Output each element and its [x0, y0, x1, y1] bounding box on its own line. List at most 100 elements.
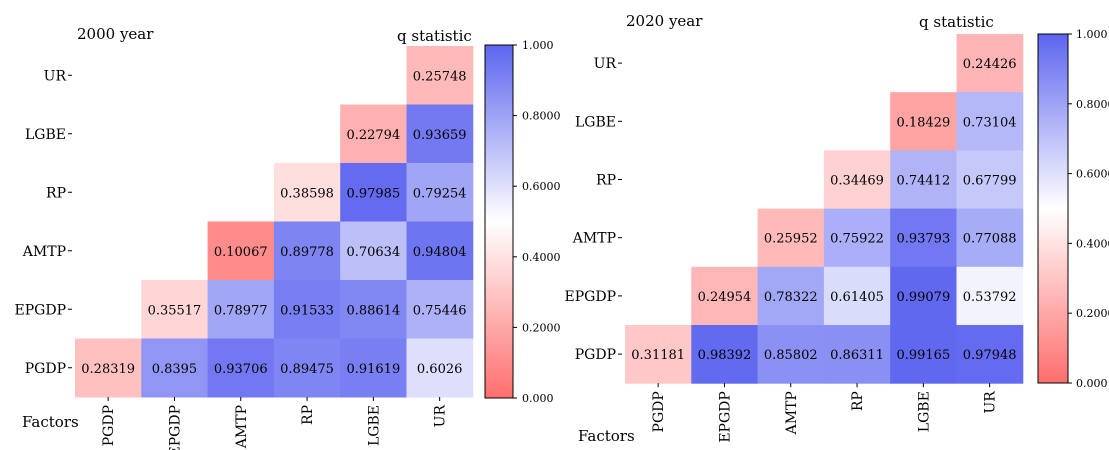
colorbar [484, 44, 514, 399]
heatmap-cell [207, 280, 275, 339]
x-tick-label: RP [850, 391, 866, 411]
heatmap-cell [823, 150, 891, 210]
cell-value-label: 0.73104 [963, 115, 1017, 130]
x-tick-label: UR [433, 405, 449, 428]
cell-value-label: 0.25952 [764, 232, 818, 247]
cell-value-label: 0.6026 [417, 362, 463, 377]
cell-value-label: 0.70634 [346, 245, 400, 260]
cell-value-label: 0.99165 [896, 348, 950, 363]
cell-value-label: 0.18429 [896, 115, 950, 130]
heatmap-cell [956, 92, 1024, 151]
colorbar [1037, 33, 1069, 384]
heatmap-cell [273, 221, 341, 281]
y-tick-label: UR [594, 56, 617, 72]
cell-value-label: 0.85802 [764, 348, 818, 363]
cell-value-label: 0.93659 [413, 128, 467, 143]
cell-value-label: 0.67799 [963, 174, 1017, 189]
cell-value-label: 0.78322 [764, 290, 818, 305]
colorbar-tick-label: 0.000 [1076, 377, 1108, 390]
y-tick-label: LGBE [25, 127, 66, 143]
x-tick-label: EPGDP [717, 391, 733, 442]
cell-value-label: 0.31181 [631, 348, 685, 363]
cell-value-label: 0.10067 [214, 245, 268, 260]
heatmap-cell [273, 280, 341, 339]
cell-value-label: 0.53792 [963, 290, 1017, 305]
x-axis-label: Factors [578, 427, 635, 445]
heatmap-cell [890, 208, 957, 268]
colorbar-tick-label: 0.6000 [1076, 168, 1109, 181]
heatmap-cell [890, 325, 957, 384]
heatmap-cell [340, 338, 407, 398]
heatmap-cell [691, 266, 759, 326]
heatmap-cell [406, 280, 474, 339]
x-tick-label: LGBE [366, 405, 382, 446]
y-tick-label: EPGDP [565, 289, 616, 305]
colorbar-tick-label: 0.2000 [1076, 307, 1109, 320]
x-tick-label: PGDP [101, 405, 117, 446]
cell-value-label: 0.97985 [346, 186, 400, 201]
cell-value-label: 0.28319 [81, 362, 135, 377]
heatmap-cell [956, 34, 1024, 93]
colorbar-tick-label: 0.000 [522, 392, 554, 405]
cell-value-label: 0.88614 [346, 303, 400, 318]
panel-title: 2000 year [77, 25, 154, 43]
heatmap-cell [757, 208, 825, 268]
cell-value-label: 0.93793 [896, 232, 950, 247]
cell-value-label: 0.24954 [698, 290, 752, 305]
x-tick-label: LGBE [916, 391, 932, 432]
x-tick-label: AMTP [234, 405, 250, 449]
x-tick-label: AMTP [784, 391, 800, 435]
heatmap-cell [340, 221, 407, 281]
cell-value-label: 0.91533 [280, 303, 334, 318]
heatmap-cell [406, 163, 474, 222]
heatmap-cell [956, 325, 1024, 384]
colorbar-tick-label: 1.000 [522, 39, 554, 52]
y-tick-label: LGBE [575, 114, 616, 130]
heatmap-cell [75, 338, 142, 398]
y-tick-label: AMTP [572, 231, 616, 247]
cell-value-label: 0.93706 [214, 362, 268, 377]
y-tick-label: PGDP [575, 347, 616, 363]
y-tick-label: PGDP [25, 361, 66, 377]
cell-value-label: 0.79254 [413, 186, 467, 201]
heatmap-cell [757, 266, 825, 326]
heatmap-cell [823, 266, 891, 326]
colorbar-title: q statistic [919, 13, 994, 31]
cell-value-label: 0.78977 [214, 303, 268, 318]
cell-value-label: 0.75446 [413, 303, 467, 318]
colorbar-tick-label: 0.4000 [1076, 237, 1109, 250]
cell-value-label: 0.86311 [830, 348, 884, 363]
heatmap-panel-2: 2020 year q statistic 0.24426 0.18429 0.7310… [565, 12, 1109, 445]
heatmap-cell [956, 208, 1024, 268]
colorbar-tick-label: 0.2000 [522, 321, 561, 334]
heatmap-cell [406, 221, 474, 281]
x-tick-label: PGDP [651, 391, 667, 432]
heatmap-cell [890, 266, 957, 326]
heatmap-cell [956, 266, 1024, 326]
cell-value-label: 0.89475 [280, 362, 334, 377]
colorbar-tick-label: 0.8000 [522, 110, 561, 123]
heatmap-panel-1: 2000 year q statistic 0.25748 0.22794 0.9365… [15, 25, 561, 450]
heatmap-cell [691, 325, 759, 384]
x-tick-label: RP [300, 405, 316, 425]
cell-value-label: 0.99079 [896, 290, 950, 305]
y-tick-label: RP [46, 185, 66, 201]
cell-value-label: 0.91619 [346, 362, 400, 377]
y-tick-label: EPGDP [15, 302, 66, 318]
heatmap-cell [406, 104, 474, 164]
heatmap-cell [141, 280, 209, 339]
x-tick-label: EPGDP [167, 405, 183, 450]
x-axis-label: Factors [22, 413, 79, 431]
heatmap-cell [340, 280, 407, 339]
colorbar-tick-label: 0.8000 [1076, 98, 1109, 111]
cell-value-label: 0.94804 [413, 245, 467, 260]
cell-value-label: 0.74412 [896, 174, 950, 189]
cell-value-label: 0.25748 [413, 69, 467, 84]
colorbar-tick-label: 0.6000 [522, 180, 561, 193]
colorbar-tick-label: 1.000 [1076, 28, 1108, 41]
cell-value-label: 0.24426 [963, 57, 1017, 72]
heatmap-cell [823, 325, 891, 384]
heatmap-cell [890, 92, 957, 151]
cell-value-label: 0.38598 [280, 186, 334, 201]
